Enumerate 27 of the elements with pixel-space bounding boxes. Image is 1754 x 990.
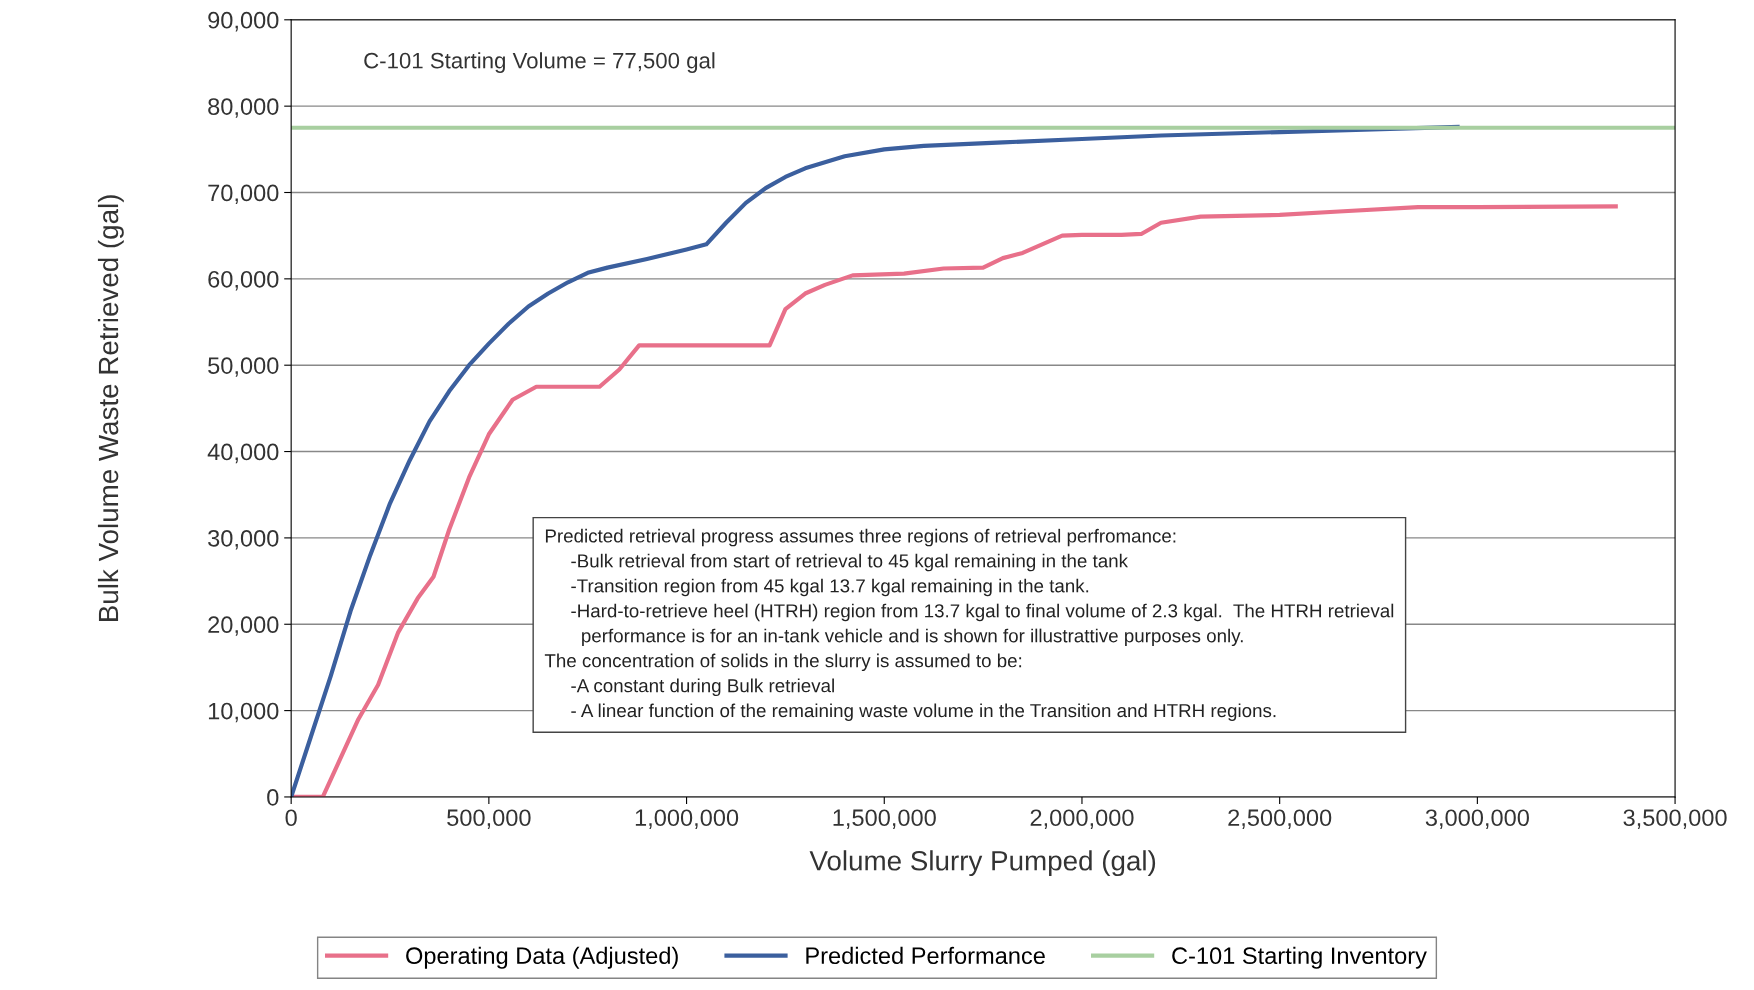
y-tick-label: 90,000 bbox=[208, 11, 279, 32]
x-tick-label: 1,500,000 bbox=[833, 809, 936, 829]
y-tick-label: 70,000 bbox=[208, 184, 279, 205]
y-tick-label: 10,000 bbox=[208, 702, 279, 723]
annotation: C-101 Starting Volume = 77,500 gal bbox=[364, 52, 715, 73]
x-tick-label: 500,000 bbox=[447, 809, 531, 829]
legend-label: Operating Data (Adjusted) bbox=[406, 946, 678, 969]
y-tick-label: 50,000 bbox=[208, 357, 279, 377]
x-tick-label: 3,500,000 bbox=[1623, 809, 1727, 829]
legend-label: C-101 Starting Inventory bbox=[1172, 946, 1427, 969]
annotation: Predicted retrieval progress assumes three regions of retrieval perfromance: -Bulk retrieval from start of retrieval to 45 kgal remaining in the tank -Transition region from 45 kgal 13.7 kgal remaining in the tank. -Hard-to-retrieve heel (HTRH) region from 13.7 kgal to final volume of 2.3 kgal. The HTRH retrieval performance is for an in-tank vehicle and is shown for illustrattive purposes only. The concentration of solids in the slurry is assumed to be: -A constant during Bulk retrieval - A linear function of the remaining waste volume in the Transition and HTRH regions. bbox=[544, 528, 1394, 721]
y-axis-title: Bulk Volume Waste Retrieved (gal) bbox=[97, 195, 124, 621]
line-series bbox=[291, 204, 1618, 797]
y-tick-label: 60,000 bbox=[208, 270, 279, 291]
line-series bbox=[291, 124, 1460, 797]
y-tick-label: 80,000 bbox=[208, 98, 279, 118]
x-tick-label: 3,000,000 bbox=[1425, 809, 1529, 829]
x-tick-label: 2,500,000 bbox=[1228, 809, 1332, 829]
x-axis-title: Volume Slurry Pumped (gal) bbox=[809, 850, 1156, 877]
y-tick-label: 0 bbox=[267, 789, 279, 806]
y-tick-label: 40,000 bbox=[207, 443, 279, 464]
x-tick-label: 0 bbox=[285, 809, 297, 827]
y-tick-label: 20,000 bbox=[208, 616, 279, 636]
x-tick-label: 2,000,000 bbox=[1030, 809, 1134, 829]
y-tick-label: 30,000 bbox=[208, 529, 279, 550]
x-tick-label: 1,000,000 bbox=[635, 809, 739, 829]
legend-label: Predicted Performance bbox=[806, 946, 1045, 965]
